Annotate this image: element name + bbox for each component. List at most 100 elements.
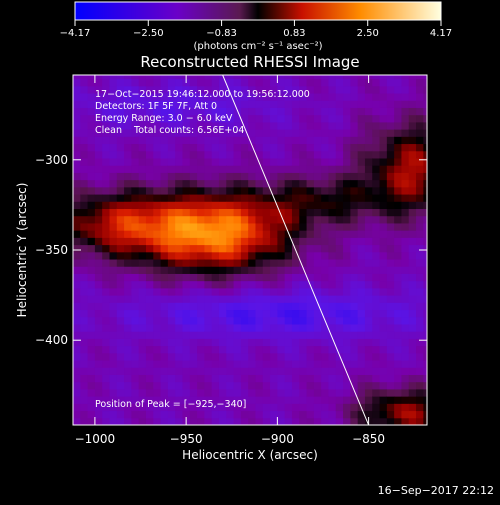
heatmap-pixel <box>284 302 293 311</box>
heatmap-pixel <box>328 230 337 238</box>
heatmap-pixel <box>211 244 220 253</box>
heatmap-pixel <box>328 100 337 108</box>
heatmap-pixel <box>299 273 308 282</box>
heatmap-pixel <box>277 194 286 202</box>
heatmap-pixel <box>73 114 81 123</box>
heatmap-pixel <box>408 157 417 166</box>
heatmap-pixel <box>313 302 322 311</box>
heatmap-pixel <box>364 93 373 101</box>
heatmap-pixel <box>218 280 227 289</box>
heatmap-pixel <box>175 388 183 397</box>
heatmap-pixel <box>218 381 227 390</box>
heatmap-pixel <box>80 273 89 282</box>
heatmap-pixel <box>189 403 198 412</box>
heatmap-pixel <box>153 338 162 347</box>
heatmap-pixel <box>350 78 359 87</box>
heatmap-pixel <box>335 129 344 137</box>
heatmap-pixel <box>262 266 271 274</box>
heatmap-pixel <box>335 251 344 260</box>
heatmap-pixel <box>313 360 322 368</box>
heatmap-pixel <box>124 172 132 181</box>
heatmap-pixel <box>248 388 256 397</box>
heatmap-pixel <box>94 150 103 159</box>
heatmap-pixel <box>401 410 410 419</box>
heatmap-pixel <box>153 352 162 361</box>
heatmap-pixel <box>248 367 256 375</box>
heatmap-pixel <box>306 417 315 425</box>
heatmap-pixel <box>109 323 118 332</box>
heatmap-pixel <box>160 273 169 282</box>
heatmap-pixel <box>335 273 344 282</box>
heatmap-pixel <box>277 280 286 289</box>
heatmap-pixel <box>416 316 424 325</box>
heatmap-pixel <box>255 237 264 246</box>
heatmap-pixel <box>343 352 351 361</box>
heatmap-pixel <box>94 323 103 332</box>
heatmap-pixel <box>284 374 293 383</box>
heatmap-pixel <box>73 410 81 419</box>
heatmap-pixel <box>102 251 110 260</box>
heatmap-pixel <box>160 360 169 368</box>
heatmap-pixel <box>423 230 427 238</box>
heatmap-pixel <box>197 129 205 137</box>
heatmap-pixel <box>233 316 242 325</box>
heatmap-pixel <box>153 150 162 159</box>
heatmap-pixel <box>262 323 271 332</box>
heatmap-pixel <box>197 172 205 181</box>
heatmap-pixel <box>401 244 410 253</box>
heatmap-pixel <box>364 244 373 253</box>
heatmap-pixel <box>116 273 125 282</box>
heatmap-pixel <box>226 93 235 101</box>
heatmap-pixel <box>291 360 300 368</box>
heatmap-pixel <box>401 360 410 368</box>
heatmap-pixel <box>379 75 388 80</box>
heatmap-pixel <box>240 345 249 354</box>
heatmap-pixel <box>313 295 322 303</box>
heatmap-pixel <box>255 410 264 419</box>
heatmap-pixel <box>73 417 81 425</box>
heatmap-pixel <box>328 273 337 282</box>
heatmap-pixel <box>379 302 388 311</box>
heatmap-pixel <box>408 381 417 390</box>
heatmap-pixel <box>197 78 205 87</box>
heatmap-pixel <box>226 316 235 325</box>
time-range-label: 17−Oct−2015 19:46:12.000 to 19:56:12.000 <box>95 89 310 100</box>
heatmap-pixel <box>153 78 162 87</box>
heatmap-pixel <box>160 100 169 108</box>
heatmap-pixel <box>116 93 125 101</box>
heatmap-pixel <box>255 352 264 361</box>
heatmap-pixel <box>262 93 271 101</box>
heatmap-pixel <box>116 259 125 267</box>
heatmap-pixel <box>87 114 96 123</box>
heatmap-pixel <box>313 215 322 224</box>
heatmap-pixel <box>335 345 344 354</box>
heatmap-pixel <box>87 150 96 159</box>
heatmap-pixel <box>313 165 322 173</box>
heatmap-pixel <box>80 150 89 159</box>
heatmap-pixel <box>167 107 176 116</box>
heatmap-pixel <box>248 179 256 188</box>
heatmap-pixel <box>189 381 198 390</box>
heatmap-pixel <box>262 295 271 303</box>
heatmap-pixel <box>262 107 271 116</box>
heatmap-pixel <box>364 150 373 159</box>
heatmap-pixel <box>306 309 315 318</box>
heatmap-pixel <box>255 85 264 94</box>
heatmap-pixel <box>255 136 264 145</box>
heatmap-pixel <box>291 396 300 404</box>
heatmap-pixel <box>401 143 410 152</box>
heatmap-pixel <box>291 85 300 94</box>
heatmap-pixel <box>306 367 315 375</box>
heatmap-pixel <box>94 121 103 130</box>
heatmap-pixel <box>423 121 427 130</box>
heatmap-pixel <box>102 316 110 325</box>
heatmap-pixel <box>386 208 395 217</box>
heatmap-pixel <box>328 280 337 289</box>
heatmap-pixel <box>182 121 191 130</box>
heatmap-pixel <box>197 396 205 404</box>
heatmap-pixel <box>343 331 351 339</box>
heatmap-pixel <box>416 157 424 166</box>
heatmap-pixel <box>80 309 89 318</box>
heatmap-pixel <box>321 93 329 101</box>
heatmap-pixel <box>94 100 103 108</box>
